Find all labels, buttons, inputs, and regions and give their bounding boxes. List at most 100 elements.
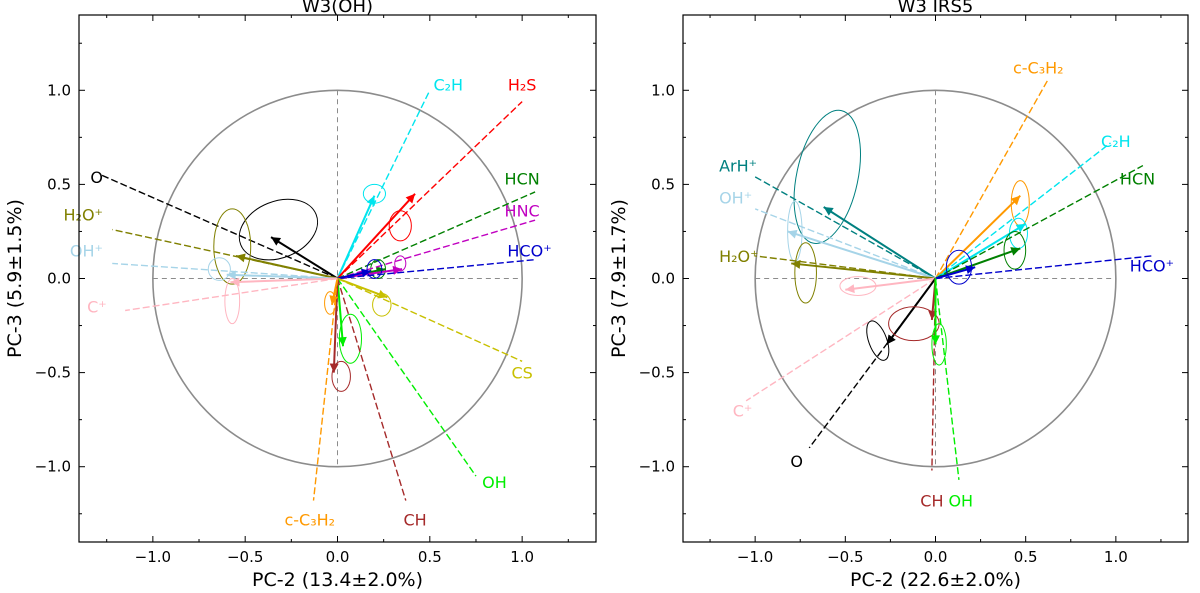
vector-label: O: [90, 168, 103, 187]
vector-extension-line: [337, 277, 523, 362]
vector-arrowhead: [329, 295, 339, 305]
vector-group: HCO⁺: [935, 249, 1174, 285]
x-axis-label: PC-2 (22.6±2.0%): [850, 569, 1021, 591]
vector-arrow: [934, 194, 1021, 280]
vector-label: C⁺: [733, 401, 753, 420]
vector-label: CS: [511, 364, 532, 383]
vector-arrowhead: [845, 284, 855, 294]
vector-label: CH: [403, 510, 426, 529]
vector-label: HCO⁺: [507, 241, 551, 260]
uncertainty-ellipse: [794, 242, 817, 304]
vector-extension-line: [934, 278, 960, 480]
uncertainty-ellipse: [388, 210, 412, 242]
y-tick-label: −1.0: [35, 458, 71, 476]
y-axis-label: PC-3 (5.9±1.5%): [4, 199, 26, 358]
uncertainty-ellipse: [394, 255, 407, 272]
vector-extension-line: [754, 176, 936, 280]
x-tick-label: 0.5: [1014, 548, 1038, 566]
vector-arrowhead: [271, 237, 282, 246]
vector-arrowhead: [329, 363, 339, 373]
vector-group: CS: [337, 277, 533, 383]
vector-extension-line: [337, 258, 536, 280]
vector-group: HNC: [337, 202, 540, 280]
vector-group: c-C₃H₂: [284, 278, 339, 529]
vector-arrow: [787, 230, 936, 280]
vector-arrow: [230, 277, 338, 284]
vector-label: OH: [948, 492, 973, 511]
y-tick-label: 0.5: [651, 175, 675, 193]
vector-extension-line: [935, 142, 1111, 280]
vector-label: OH⁺: [719, 189, 752, 208]
x-tick-label: 0.0: [924, 548, 948, 566]
vector-arrow: [336, 278, 345, 347]
vector-arrowhead: [931, 335, 940, 345]
vector-arrow: [336, 195, 376, 279]
x-axis-label: PC-2 (13.4±2.0%): [252, 569, 423, 591]
vector-group: H₂S: [336, 76, 537, 280]
vector-arrow: [226, 273, 338, 280]
y-tick-label: 1.0: [47, 81, 71, 99]
vector-group: H₂O⁺: [64, 206, 338, 285]
uncertainty-ellipse: [945, 249, 973, 285]
y-tick-label: 0.5: [47, 175, 71, 193]
vector-label: H₂S: [508, 76, 537, 95]
x-tick-label: −1.0: [135, 548, 171, 566]
vector-extension-line: [125, 277, 338, 312]
vector-arrowhead: [235, 253, 246, 263]
chart-title: W3(OH): [302, 0, 373, 17]
vector-group: HCO⁺: [337, 241, 552, 280]
vector-group: OH⁺: [70, 241, 338, 281]
vector-group: OH: [336, 278, 507, 492]
vector-extension-line: [112, 228, 338, 280]
x-tick-label: −0.5: [227, 548, 263, 566]
uncertainty-ellipse: [839, 276, 877, 296]
vector-extension-line: [337, 101, 523, 280]
vector-group: C₂H: [336, 76, 463, 279]
uncertainty-ellipse: [224, 278, 241, 325]
vector-extension-line: [336, 278, 477, 477]
vector-label: OH⁺: [70, 241, 103, 260]
vector-arrowhead: [886, 334, 896, 345]
uncertainty-ellipse: [331, 360, 351, 392]
vector-arrow: [823, 206, 937, 280]
vector-extension-line: [100, 174, 338, 280]
vector-extension-line: [935, 255, 1153, 280]
vector-arrowhead: [405, 193, 416, 204]
vector-extension-line: [337, 219, 536, 280]
y-tick-label: −0.5: [35, 364, 71, 382]
vector-extension-line: [336, 89, 431, 279]
vector-arrow: [845, 277, 936, 291]
y-tick-label: −0.5: [639, 364, 675, 382]
vector-arrowhead: [965, 265, 976, 274]
vector-group: ArH⁺: [719, 109, 937, 280]
vector-label: O: [790, 452, 803, 471]
x-tick-label: 1.0: [510, 548, 534, 566]
vector-label: c-C₃H₂: [284, 510, 335, 529]
vector-label: HCO⁺: [1130, 256, 1174, 275]
vector-arrow: [235, 254, 338, 280]
uncertainty-ellipse: [793, 109, 861, 244]
vector-group: C₂H: [934, 132, 1131, 280]
uncertainty-ellipse: [372, 293, 392, 317]
vector-extension-line: [754, 208, 936, 280]
uncertainty-ellipse: [366, 259, 383, 280]
vector-label: H₂O⁺: [719, 247, 758, 266]
vector-group: c-C₃H₂: [934, 59, 1064, 280]
y-tick-label: 0.0: [651, 270, 675, 288]
vector-arrowhead: [823, 206, 834, 216]
vector-arrowhead: [377, 289, 388, 299]
vector-arrowhead: [1015, 223, 1026, 233]
x-tick-label: −1.0: [737, 548, 773, 566]
vector-label: C₂H: [433, 76, 463, 95]
vector-label: C⁺: [87, 298, 107, 317]
vector-arrowhead: [226, 270, 236, 280]
vector-extension-line: [935, 164, 1144, 280]
vector-label: HCN: [505, 170, 540, 189]
vector-arrow: [885, 277, 937, 345]
vector-group: HCN: [935, 164, 1155, 280]
uncertainty-ellipse: [324, 291, 337, 315]
vector-label: OH: [482, 473, 507, 492]
vector-arrow: [791, 262, 936, 280]
vector-label: ArH⁺: [719, 157, 757, 176]
